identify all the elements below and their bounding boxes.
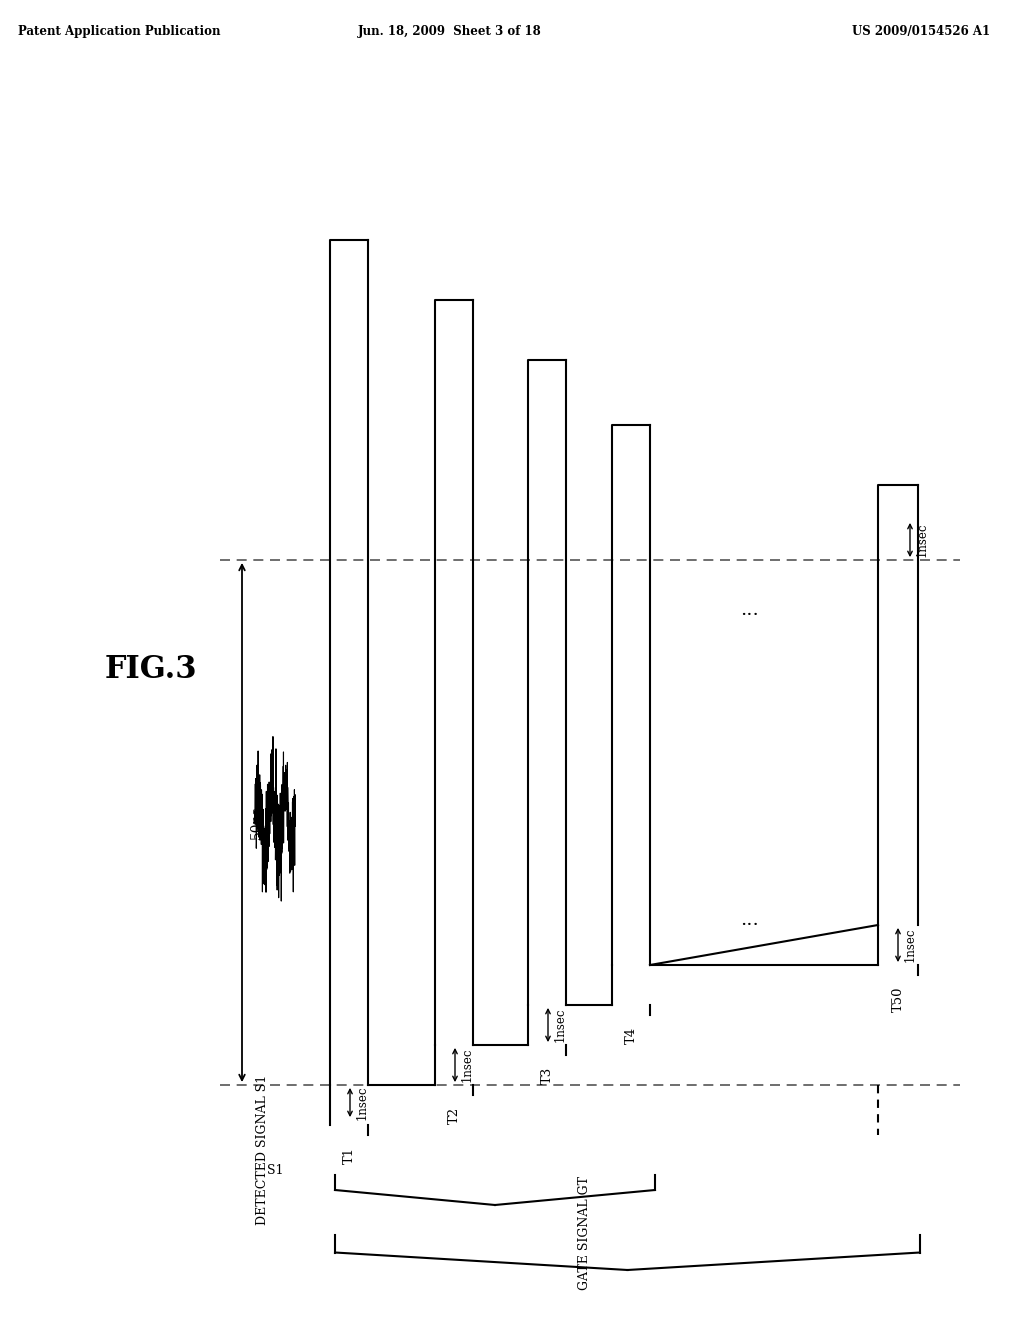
Text: Patent Application Publication: Patent Application Publication xyxy=(18,25,220,38)
Text: US 2009/0154526 A1: US 2009/0154526 A1 xyxy=(852,25,990,38)
Text: S1: S1 xyxy=(266,1163,284,1176)
Text: T2: T2 xyxy=(447,1107,461,1125)
Text: Jun. 18, 2009  Sheet 3 of 18: Jun. 18, 2009 Sheet 3 of 18 xyxy=(358,25,542,38)
Text: 1nsec: 1nsec xyxy=(916,523,929,557)
Text: T4: T4 xyxy=(625,1027,638,1044)
Text: GATE SIGNAL GT: GATE SIGNAL GT xyxy=(579,1176,592,1290)
Text: FIG.3: FIG.3 xyxy=(105,655,198,685)
Text: ...: ... xyxy=(740,601,760,619)
Text: T3: T3 xyxy=(541,1067,554,1084)
Text: T1: T1 xyxy=(342,1147,355,1164)
Text: 1nsec: 1nsec xyxy=(461,1048,474,1082)
Text: ...: ... xyxy=(740,911,760,929)
Text: 1nsec: 1nsec xyxy=(356,1085,369,1119)
Text: T50: T50 xyxy=(892,987,904,1012)
Text: 1nsec: 1nsec xyxy=(904,928,918,962)
Text: 1nsec: 1nsec xyxy=(554,1007,567,1043)
Text: DETECTED SIGNAL S1: DETECTED SIGNAL S1 xyxy=(256,1074,268,1225)
Text: 50ns: 50ns xyxy=(250,805,264,840)
